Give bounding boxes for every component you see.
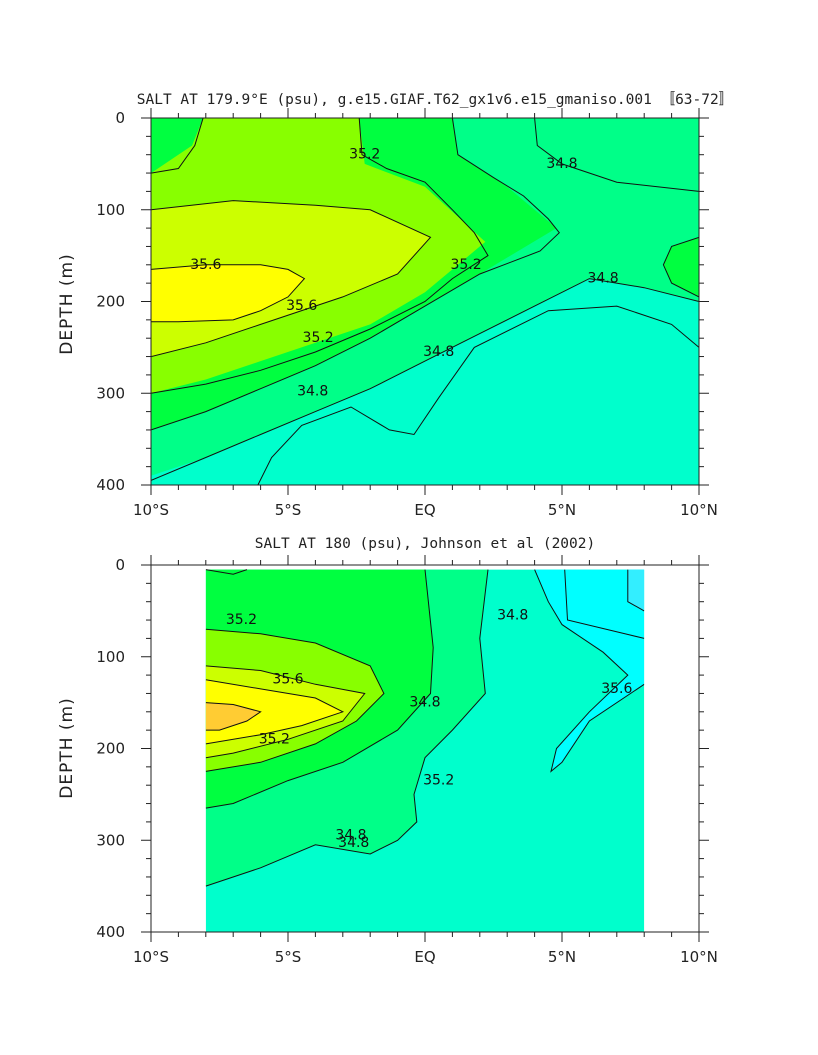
x-tick-label-1: 5°S (275, 501, 302, 519)
contour-label-0: 35.2 (349, 147, 380, 163)
contour-label-3: 35.6 (286, 298, 317, 314)
contour-lines-bottom (205, 569, 645, 887)
contour-label-0: 35.2 (226, 612, 257, 628)
contour-label-4: 34.8 (497, 607, 528, 623)
contour-line-7 (627, 569, 645, 612)
y-axis-label-top: DEPTH (m) (57, 253, 77, 354)
contour-line-4 (151, 278, 699, 481)
contour-fills-bottom (205, 569, 645, 932)
contour-label-8: 34.8 (297, 383, 328, 399)
contour-fill-7 (663, 237, 699, 297)
y-tick-label-2: 200 (96, 740, 125, 758)
y-tick-label-0: 0 (115, 109, 125, 127)
contour-line-1 (205, 569, 434, 809)
panel-top: 35.2 34.8 35.6 35.6 35.2 34.8 35.2 34.8 34.8 10°… (57, 91, 733, 519)
x-tick-label-4: 10°N (680, 948, 718, 966)
contour-label-2: 35.6 (190, 257, 221, 273)
contour-fill-7 (205, 679, 343, 744)
y-tick-label-0: 0 (115, 556, 125, 574)
x-tick-label-0: 10°S (133, 948, 169, 966)
contour-line-8 (205, 569, 248, 575)
contour-labels-bottom: 35.235.234.835.634.835.635.234.834.8 (226, 607, 633, 851)
axes-bottom: 10°S 5°S EQ 5°N 10°N 0 100 200 300 400 (96, 555, 718, 966)
contour-line-9 (564, 569, 645, 639)
x-tick-label-4: 10°N (680, 501, 718, 519)
contour-label-4: 35.2 (303, 330, 334, 346)
contour-label-3: 35.6 (272, 672, 303, 688)
contour-line-4 (205, 679, 345, 745)
panel-bottom: 35.235.234.835.634.835.635.234.834.8 10°… (57, 536, 718, 966)
x-tick-label-1: 5°S (275, 948, 302, 966)
contour-line-3 (534, 118, 699, 192)
chart-title-top: SALT AT 179.9°E (psu), g.e15.GIAF.T62_gx… (137, 91, 733, 108)
contour-line-0 (151, 118, 204, 174)
contour-fill-8 (205, 702, 261, 731)
x-tick-label-3: 5°N (548, 501, 576, 519)
contour-line-5 (205, 702, 262, 731)
contour-line-6 (534, 569, 645, 773)
contour-line-0 (205, 628, 385, 772)
contour-label-8: 34.8 (335, 828, 366, 844)
y-tick-label-1: 100 (96, 648, 125, 666)
contour-label-7: 34.8 (338, 835, 369, 851)
contour-line-2 (151, 118, 560, 431)
contour-line-2 (205, 569, 489, 887)
contour-line-1 (151, 118, 489, 394)
contour-lines-top (151, 118, 699, 485)
contour-line-6 (151, 200, 432, 358)
contour-line-7 (662, 236, 699, 298)
axes-top: 10°S 5°S EQ 5°N 10°N 0 100 200 300 400 (96, 108, 718, 519)
x-tick-label-2: EQ (414, 501, 435, 519)
y-tick-label-2: 200 (96, 293, 125, 311)
contour-label-6: 35.2 (423, 773, 454, 789)
chart-title-bottom: SALT AT 180 (psu), Johnson et al (2002) (255, 536, 595, 552)
y-tick-label-4: 400 (96, 476, 125, 494)
y-axis-label-bottom: DEPTH (m) (57, 697, 77, 798)
x-tick-label-0: 10°S (133, 501, 169, 519)
contour-label-5: 35.6 (601, 681, 632, 697)
contour-line-8 (257, 305, 699, 485)
contour-line-5 (151, 264, 306, 323)
contour-fill-1 (534, 569, 645, 772)
x-tick-label-3: 5°N (548, 948, 576, 966)
y-tick-label-4: 400 (96, 923, 125, 941)
contour-line-3 (205, 665, 366, 759)
contour-label-5: 34.8 (423, 344, 454, 360)
contour-label-1: 35.2 (259, 731, 290, 747)
contour-label-2: 34.8 (409, 695, 440, 711)
y-tick-label-3: 300 (96, 384, 125, 402)
contour-labels-top: 35.2 34.8 35.6 35.6 35.2 34.8 35.2 34.8 34.8 (190, 147, 619, 400)
x-tick-label-2: EQ (414, 948, 435, 966)
contour-label-1: 34.8 (546, 156, 577, 172)
contour-fill-2 (627, 569, 645, 611)
contour-label-6: 35.2 (451, 257, 482, 273)
contour-label-7: 34.8 (588, 271, 619, 287)
y-tick-label-1: 100 (96, 201, 125, 219)
y-tick-label-3: 300 (96, 831, 125, 849)
